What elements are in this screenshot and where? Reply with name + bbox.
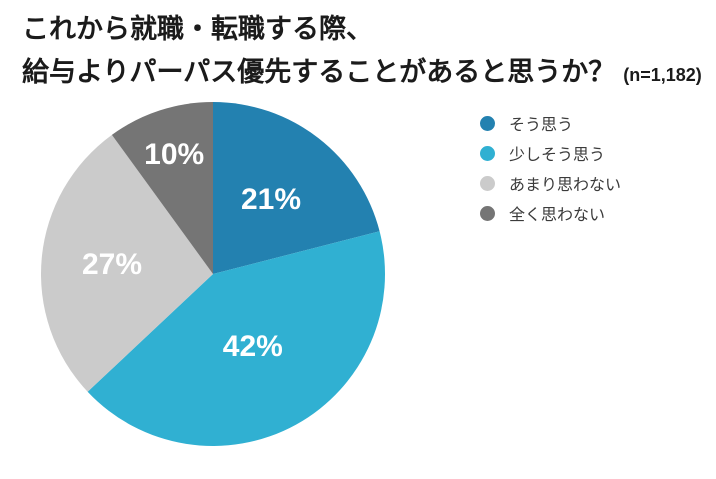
pie-slice-label: 27% [82,248,142,281]
sample-size: (n=1,182) [623,65,702,85]
chart-title-line2: 給与よりパーパス優先することがあると思うか？ (n=1,182) [22,51,702,97]
pie-slice-3 [111,102,213,274]
pie-slice-0 [213,102,380,274]
pie-slice-1 [87,231,386,446]
pie-slice-label: 21% [241,183,301,216]
legend-item: そう思う [480,108,621,138]
pie-slice-label: 42% [223,330,283,363]
legend-swatch [480,145,495,161]
chart-title: これから就職・転職する際、 給与よりパーパス優先することがあると思うか？ (n=1… [22,8,702,97]
legend-item: あまり思わない [480,168,621,198]
legend-swatch [480,115,495,131]
legend-swatch [480,205,495,221]
chart-legend: そう思う少しそう思う あまり思わない 全く思わない [480,108,621,228]
legend-swatch [480,175,495,191]
pie-slice-2 [41,134,213,392]
legend-label: 全く思わない [509,207,606,224]
legend-label: そう思う [509,117,574,134]
legend-label: あまり思わない [509,177,622,194]
chart-title-line2-text: 給与よりパーパス優先することがあると思うか？ [22,57,616,87]
pie-chart: 21% 42% 27% 10% [41,102,386,446]
pie-slice-label: 10% [144,138,204,171]
legend-item: 全く思わない [480,198,621,228]
legend-item: 少しそう思う [480,138,621,168]
legend-label: 少しそう思う [509,147,606,164]
chart-title-line1: これから就職・転職する際、 [22,14,373,44]
